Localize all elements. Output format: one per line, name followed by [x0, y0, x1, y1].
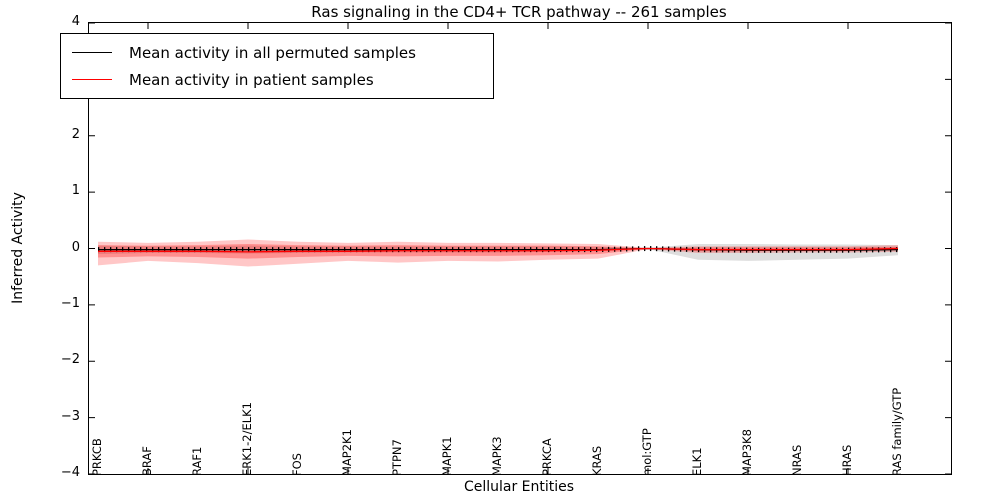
legend-label: Mean activity in patient samples: [129, 70, 374, 89]
legend-entry: Mean activity in patient samples: [61, 66, 493, 93]
patient-samples-outer-band: [98, 239, 898, 267]
y-tick-label: −1: [60, 295, 80, 311]
permuted-samples-band: [98, 243, 898, 261]
y-tick-label: 4: [71, 14, 80, 29]
plot-area: [88, 22, 952, 475]
y-tick-label: −2: [60, 352, 80, 368]
patient-mean-line: [98, 247, 899, 253]
legend-line-sample: [72, 79, 112, 80]
y-tick-label: 2: [71, 126, 80, 142]
y-tick-label: 1: [71, 183, 80, 199]
y-tick-label: 0: [71, 239, 80, 255]
x-category-label-text: PTPN7: [389, 439, 404, 476]
x-category-label-text: MAPK3: [489, 436, 504, 476]
chart-title: Ras signaling in the CD4+ TCR pathway --…: [311, 3, 727, 21]
legend: Mean activity in all permuted samples Mea…: [60, 33, 494, 99]
y-tick-label: −3: [60, 408, 80, 424]
x-category-label-text: NRAS: [789, 444, 804, 476]
x-category-label-text: KRAS: [589, 445, 604, 476]
x-category-label-text: MAP2K1: [339, 429, 354, 476]
x-category-label-text: MAP3K8: [739, 429, 754, 476]
legend-entry: Mean activity in all permuted samples: [61, 39, 493, 66]
y-tick-label: −4: [60, 465, 80, 480]
legend-line-sample: [72, 52, 112, 53]
x-category-label-text: mol:GTP: [639, 428, 654, 476]
x-category-label-text: ERK1-2/ELK1: [239, 402, 254, 476]
x-category-label-text: RAF1: [189, 446, 204, 476]
legend-label: Mean activity in all permuted samples: [129, 43, 416, 62]
x-category-label-text: HRAS: [839, 444, 854, 476]
plot-canvas: [89, 23, 951, 474]
x-category-label-text: MAPK1: [439, 436, 454, 476]
x-axis-label: Cellular Entities: [463, 479, 575, 495]
x-category-label-text: FOS: [289, 453, 304, 476]
x-category-label-text: PRKCB: [89, 438, 104, 476]
x-category-label-text: BRAF: [139, 446, 154, 476]
x-category-label-text: RAS family/GTP: [889, 387, 904, 476]
x-category-label-text: ELK1: [689, 447, 704, 476]
x-category-label-text: PRKCA: [539, 438, 554, 476]
y-axis-label: Inferred Activity: [10, 192, 26, 304]
